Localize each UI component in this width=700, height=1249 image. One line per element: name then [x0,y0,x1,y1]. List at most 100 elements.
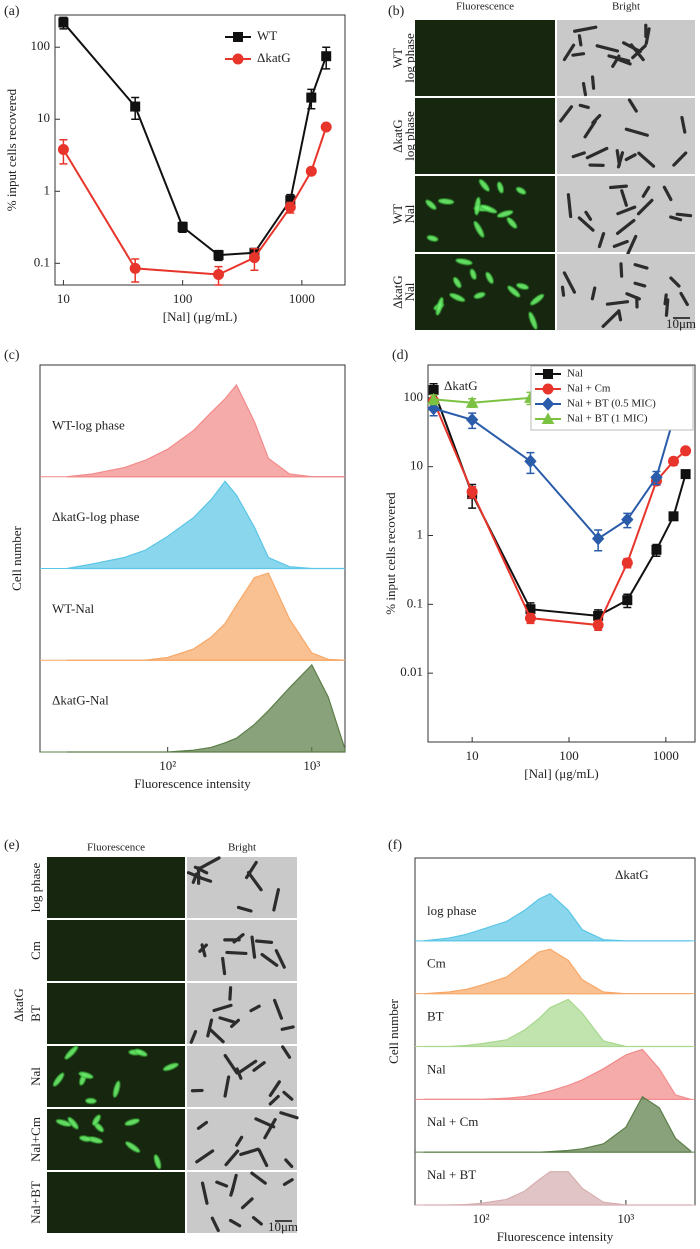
cell [562,271,577,294]
data-point [651,544,662,555]
fluorescent-cell [496,209,514,219]
legend-marker [543,369,553,379]
series-label: Nal + BT [427,1167,476,1182]
series-label: BT [427,1008,444,1023]
panel-label: (b) [388,4,405,19]
cell [225,950,248,956]
cell [559,105,574,123]
fluorescent-cell [153,1154,162,1170]
fluorescent-cell [134,1048,148,1058]
series-line [432,400,687,627]
cell [263,1117,277,1140]
cell [238,1059,258,1074]
data-point [129,262,141,274]
data-point [680,445,692,457]
cell [595,44,620,53]
cell [223,1053,239,1075]
legend-label: Nal + BT (1 MIC) [567,413,648,425]
legend-marker [542,383,554,395]
legend-marker [233,32,243,42]
cell [250,935,257,959]
cell [571,52,586,57]
series-label: WT-log phase [52,417,125,432]
cell [249,1004,261,1013]
cell [280,1025,295,1031]
cell [282,1090,294,1101]
micrograph [187,920,297,981]
y-tick-label: 0.01 [400,664,423,679]
row-label: BT [28,1005,43,1022]
legend-label: WT [257,28,277,43]
row-label: Nal [28,1067,43,1086]
y-tick-label: 1 [417,526,424,541]
cell [221,956,227,976]
cell [235,1067,243,1080]
fluorescent-cell [479,204,498,214]
row-label: log phase [402,111,417,161]
data-point [668,511,679,522]
x-tick-label: 10 [466,748,479,763]
annotation: ΔkatG [615,867,649,882]
cell [636,198,654,216]
cell [268,1080,281,1098]
x-tick-label: 100 [173,291,193,306]
cell [641,185,651,198]
micrograph [557,20,695,96]
cell [616,205,637,216]
series-line [62,21,328,257]
cell [246,870,263,892]
fluorescent-cell [437,197,455,205]
cell [240,1197,254,1210]
data-point [622,595,633,606]
data-point [306,92,317,103]
panel-label: (e) [4,838,20,853]
column-title: Fluorescence [456,1,514,13]
cell [260,952,279,967]
y-tick-label: 100 [404,389,424,404]
data-point [57,144,69,156]
micrograph [415,20,555,96]
data-point [621,557,633,569]
row-label: Cm [28,941,43,960]
cell [571,151,586,159]
row-label: WT [390,204,405,224]
y-tick-label: 0.1 [34,254,50,269]
row-label: ΔkatG [390,275,405,309]
cell [566,193,573,219]
cell [597,232,606,249]
series-label: log phase [427,903,477,918]
cell [633,281,647,288]
micrograph [557,176,695,252]
cell [644,27,651,45]
cell [601,310,620,328]
legend-label: Nal [567,368,583,380]
data-point [213,268,225,280]
series-label: ΔkatG-Nal [52,693,109,708]
cell [662,185,673,202]
fluorescent-cell [91,1114,102,1127]
x-tick-label: 100 [559,748,579,763]
y-tick-label: 1 [44,182,51,197]
fluorescent-cell [112,1080,121,1099]
y-tick-label: 100 [31,38,51,53]
series-label: WT-Nal [52,601,95,616]
cell [218,1016,236,1024]
cell [251,1216,263,1226]
row-label: ΔkatG [390,119,405,153]
cell [626,234,638,256]
y-axis-title: % input cells recovered [383,492,398,615]
fluorescent-cell [515,186,527,195]
annotation: ΔkatG [444,378,478,393]
cell [228,1218,242,1228]
cell [254,939,274,944]
micrograph [47,857,185,918]
cell [578,103,590,110]
row-label: log phase [28,863,43,913]
legend-marker [541,412,555,424]
micrograph [47,920,185,981]
series-label: ΔkatG-log phase [52,509,140,524]
data-point [524,612,536,624]
row-label: Nal+BT [28,1181,43,1224]
data-point [427,392,440,405]
